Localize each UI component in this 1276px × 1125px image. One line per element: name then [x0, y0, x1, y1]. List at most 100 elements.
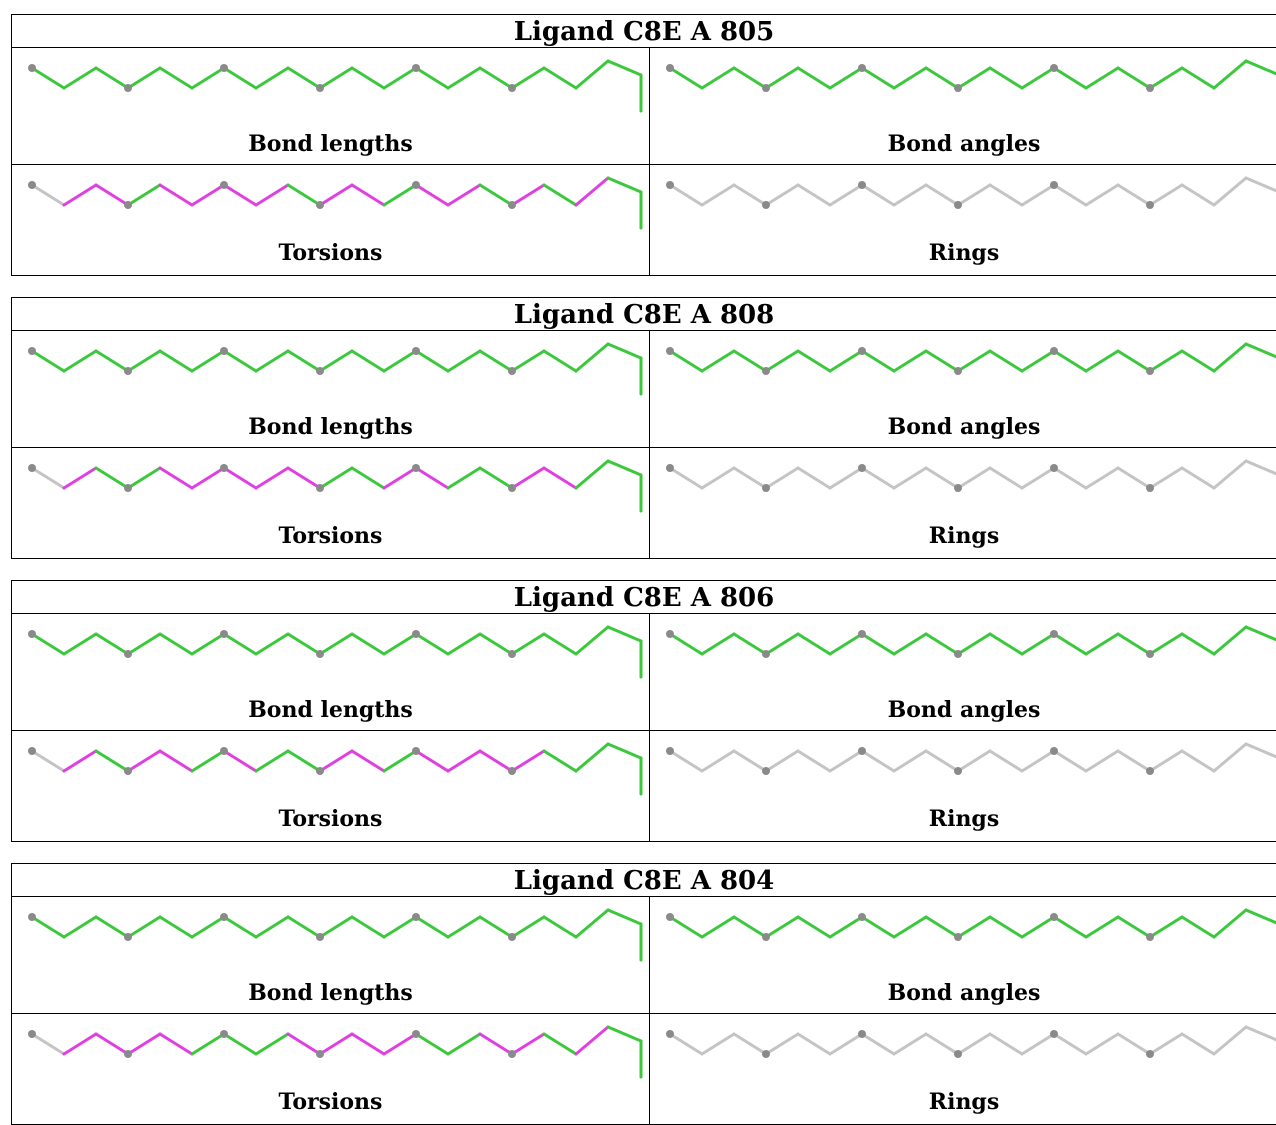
- molecule-image: [28, 625, 643, 679]
- bond: [126, 1032, 162, 1056]
- bond: [1020, 466, 1056, 490]
- atom-marker: [316, 201, 324, 209]
- molecule-image: [28, 176, 643, 230]
- bond: [286, 749, 322, 773]
- atom-marker: [954, 767, 962, 775]
- bond: [764, 466, 800, 490]
- atom-marker: [954, 933, 962, 941]
- atom-marker: [412, 347, 420, 355]
- bond: [1116, 183, 1152, 207]
- bond: [286, 1032, 322, 1056]
- bond: [924, 349, 960, 373]
- cell-label: Bond angles: [887, 697, 1041, 723]
- bond: [478, 349, 514, 373]
- bond: [1180, 349, 1216, 373]
- bond: [446, 632, 482, 656]
- bond: [1244, 176, 1276, 193]
- atom-marker: [124, 1050, 132, 1058]
- bond: [668, 632, 704, 656]
- bond: [1084, 466, 1120, 490]
- bond: [1052, 1032, 1088, 1056]
- bond: [478, 466, 514, 490]
- atom-marker: [954, 484, 962, 492]
- bond: [1148, 183, 1184, 207]
- bond: [254, 632, 290, 656]
- torsions-cell: Torsions: [12, 165, 649, 275]
- bond-lengths-cell: Bond lengths: [12, 331, 649, 448]
- bond: [796, 183, 832, 207]
- rings-cell: Rings: [650, 1014, 1276, 1124]
- column-divider: [649, 613, 650, 841]
- bond: [606, 908, 643, 926]
- bond: [62, 349, 98, 373]
- bond: [1084, 915, 1120, 939]
- bond-lengths-cell: Bond lengths: [12, 897, 649, 1014]
- bond-angles-cell: Bond angles: [650, 331, 1276, 448]
- bond: [190, 749, 226, 773]
- atom-marker: [1050, 1030, 1058, 1038]
- bond: [30, 349, 66, 373]
- atom-marker: [508, 933, 516, 941]
- cell-label: Torsions: [278, 1089, 383, 1115]
- cell-label: Bond angles: [887, 414, 1041, 440]
- bond: [190, 915, 226, 939]
- bond: [924, 66, 960, 90]
- bond: [700, 349, 736, 373]
- atom-marker: [220, 464, 228, 472]
- bond: [764, 66, 800, 90]
- atom-marker: [858, 630, 866, 638]
- atom-marker: [858, 747, 866, 755]
- bond: [158, 349, 194, 373]
- bond: [732, 1032, 768, 1056]
- bond: [988, 632, 1024, 656]
- bond: [1052, 915, 1088, 939]
- atom-marker: [316, 767, 324, 775]
- bond: [62, 915, 98, 939]
- cell-label: Torsions: [278, 240, 383, 266]
- bond: [668, 349, 704, 373]
- bond: [30, 632, 66, 656]
- bond: [606, 342, 643, 360]
- rings-cell: Rings: [650, 448, 1276, 558]
- bond: [542, 915, 578, 939]
- bond: [668, 1032, 704, 1056]
- bond: [382, 183, 418, 207]
- atom-marker: [508, 1050, 516, 1058]
- bond: [1244, 625, 1276, 642]
- bond: [924, 466, 960, 490]
- row-divider: [12, 447, 1276, 448]
- ligand-panel: Ligand C8E A 805 Bond lengths Bond angle…: [11, 14, 1276, 276]
- atom-marker: [28, 630, 36, 638]
- bond: [94, 466, 130, 490]
- atom-marker: [1050, 630, 1058, 638]
- cell-label: Bond angles: [887, 980, 1041, 1006]
- bond: [1180, 183, 1216, 207]
- atom-marker: [954, 201, 962, 209]
- bond: [1180, 915, 1216, 939]
- atom-marker: [954, 1050, 962, 1058]
- bond: [1180, 749, 1216, 773]
- bond: [158, 915, 194, 939]
- bond: [190, 349, 226, 373]
- atom-marker: [124, 84, 132, 92]
- bond: [446, 66, 482, 90]
- bond: [30, 1032, 66, 1056]
- atom-marker: [762, 933, 770, 941]
- atom-marker: [954, 367, 962, 375]
- molecule-image: [666, 342, 1276, 375]
- bond: [62, 66, 98, 90]
- bond: [350, 466, 386, 490]
- bond: [1148, 632, 1184, 656]
- molecule-image: [28, 342, 643, 396]
- atom-marker: [666, 1030, 674, 1038]
- atom-marker: [508, 84, 516, 92]
- bond: [446, 749, 482, 773]
- bond: [1212, 176, 1248, 207]
- bond: [382, 1032, 418, 1056]
- bond: [446, 349, 482, 373]
- atom-marker: [762, 84, 770, 92]
- bond: [510, 749, 546, 773]
- cell-label: Bond angles: [887, 131, 1041, 157]
- bond: [1212, 459, 1248, 490]
- atom-marker: [412, 181, 420, 189]
